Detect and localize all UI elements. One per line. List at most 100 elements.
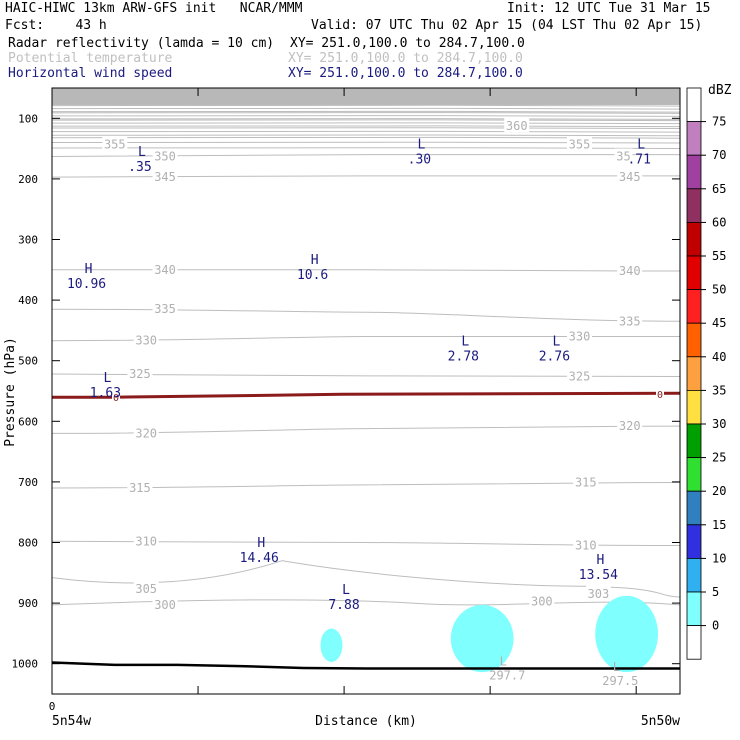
theta-contour bbox=[52, 269, 680, 272]
theta-label: 340 bbox=[619, 264, 641, 278]
colorbar-label: 70 bbox=[712, 148, 726, 162]
field-wind-name: Horizontal wind speed bbox=[8, 66, 173, 81]
theta-label: 315 bbox=[575, 476, 597, 490]
reflectivity-cell bbox=[595, 595, 659, 673]
colorbar-segment bbox=[686, 121, 702, 156]
field-reflectivity-xy: XY= 251.0,100.0 to 284.7,100.0 bbox=[290, 36, 525, 51]
theta-contour bbox=[52, 122, 680, 125]
colorbar-label: 10 bbox=[712, 551, 726, 565]
theta-contour bbox=[52, 482, 680, 489]
y-tick-label: 500 bbox=[18, 355, 38, 368]
forecast-hour: Fcst: 43 h bbox=[5, 18, 107, 33]
theta-label: 320 bbox=[619, 419, 641, 433]
theta-min-marker: L bbox=[613, 660, 620, 674]
theta-contour bbox=[52, 154, 680, 157]
theta-contour bbox=[52, 540, 680, 547]
theta-label-bg bbox=[617, 169, 643, 184]
theta-label: 330 bbox=[569, 329, 591, 343]
theta-label-bg bbox=[152, 261, 178, 276]
axes: 100 200 300 400 500 600 700 800 900 1000 bbox=[12, 88, 680, 694]
colorbar-label: 75 bbox=[712, 115, 726, 129]
colorbar-label: 0 bbox=[712, 619, 719, 633]
theta-contour-305 bbox=[52, 560, 680, 598]
wind-center-marker: H bbox=[311, 253, 319, 268]
theta-label-bg bbox=[133, 332, 159, 347]
theta-label-bg bbox=[127, 479, 153, 494]
theta-label: 35 bbox=[616, 149, 630, 163]
wind-center-value: 2.78 bbox=[448, 350, 479, 365]
colorbar-segment bbox=[686, 322, 702, 358]
theta-label: 320 bbox=[135, 426, 157, 440]
wind-center-value: 1.63 bbox=[90, 386, 121, 401]
theta-label-bg bbox=[102, 136, 128, 151]
theta-label: 325 bbox=[569, 369, 591, 383]
theta-contour bbox=[52, 107, 680, 110]
colorbar-segment bbox=[686, 524, 702, 559]
theta-label: 350 bbox=[154, 149, 176, 163]
colorbar-label: 35 bbox=[712, 383, 726, 397]
x-axis-title: Distance (km) bbox=[315, 714, 417, 729]
colorbar-label: 65 bbox=[712, 182, 726, 196]
colorbar-segment bbox=[686, 289, 702, 324]
theta-contour bbox=[52, 127, 680, 130]
theta-contour bbox=[52, 373, 680, 377]
theta-label-bg bbox=[617, 313, 643, 328]
x-right-label: 5n50w bbox=[641, 714, 680, 729]
model-title: HAIC-HIWC 13km ARW-GFS init NCAR/MMM bbox=[5, 1, 303, 16]
wind-center-value: 7.88 bbox=[328, 598, 359, 613]
theta-label: 325 bbox=[129, 367, 151, 381]
colorbar-label: 55 bbox=[712, 249, 726, 263]
colorbar-label: 5 bbox=[712, 585, 719, 599]
freezing-label-bg bbox=[656, 390, 664, 400]
colorbar-segment bbox=[686, 389, 702, 425]
theta-contour bbox=[52, 130, 680, 133]
theta-label: 300 bbox=[531, 594, 553, 608]
theta-contour bbox=[52, 110, 680, 113]
theta-label-bg bbox=[504, 118, 530, 133]
wind-center-value: 2.76 bbox=[539, 350, 570, 365]
x-left-label: 5n54w bbox=[52, 714, 91, 729]
colorbar-segment bbox=[686, 423, 702, 458]
freezing-label-bg bbox=[112, 393, 120, 403]
surface-line bbox=[52, 661, 680, 670]
theta-label: 345 bbox=[154, 170, 176, 184]
y-axis-title: Pressure (hPa) bbox=[3, 337, 18, 447]
theta-label-bg bbox=[133, 581, 159, 596]
wind-center-marker: L bbox=[637, 138, 645, 153]
colorbar-label: 25 bbox=[712, 451, 726, 465]
theta-min-value: 297.5 bbox=[602, 674, 638, 688]
wind-center-marker: L bbox=[552, 335, 560, 350]
theta-label-bg bbox=[617, 263, 643, 278]
y-tick-label: 300 bbox=[18, 234, 38, 247]
theta-label: 310 bbox=[135, 534, 157, 548]
theta-contour bbox=[52, 115, 680, 117]
colorbar-segment bbox=[686, 591, 702, 626]
theta-label: 335 bbox=[619, 314, 641, 328]
theta-contour bbox=[52, 104, 680, 107]
theta-label-bg bbox=[133, 533, 159, 548]
colorbar-segment bbox=[686, 457, 702, 492]
theta-contour bbox=[52, 425, 680, 434]
theta-label-bg bbox=[567, 328, 593, 343]
field-reflectivity-name: Radar reflectivity (lamda = 10 cm) bbox=[8, 36, 275, 51]
theta-contour bbox=[52, 308, 680, 322]
wind-center-marker: L bbox=[417, 138, 425, 153]
field-wind-xy: XY= 251.0,100.0 to 284.7,100.0 bbox=[288, 66, 523, 81]
contour-labels: 360 355 355 350 35 345 345 340 340 335 335 330 330 32… bbox=[67, 118, 651, 688]
wind-center-value: 13.54 bbox=[579, 568, 618, 583]
freezing-level-line bbox=[52, 391, 680, 399]
colorbar-segment bbox=[686, 625, 702, 660]
y-tick-label: 200 bbox=[18, 173, 38, 186]
wind-center-marker: L bbox=[461, 335, 469, 350]
y-tick-label: 400 bbox=[18, 294, 38, 307]
y-tick-label: 800 bbox=[18, 537, 38, 550]
y-tick-label: 1000 bbox=[12, 658, 39, 671]
theta-label-bg bbox=[152, 148, 178, 163]
wind-center-value: 10.96 bbox=[67, 277, 106, 292]
colorbar-label: 50 bbox=[712, 283, 726, 297]
colorbar-segment bbox=[686, 188, 702, 223]
theta-label-bg bbox=[133, 425, 159, 440]
theta-label: 310 bbox=[575, 539, 597, 553]
theta-label-bg bbox=[573, 537, 599, 552]
